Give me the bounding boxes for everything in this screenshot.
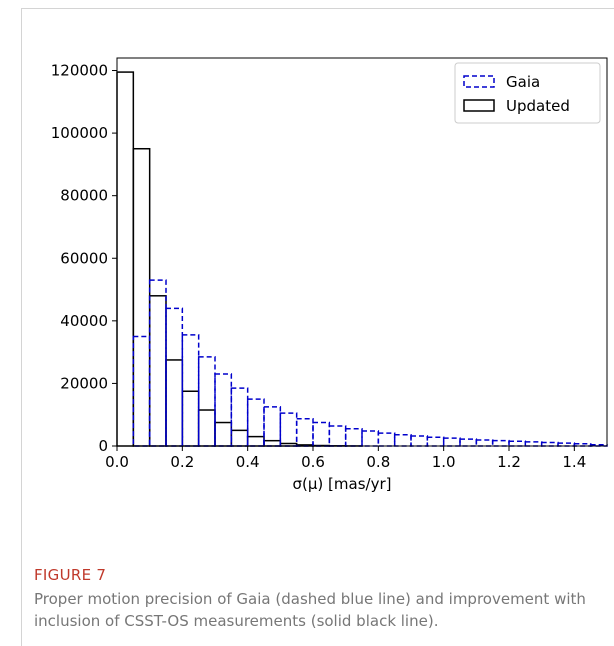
gaia-bar [475, 439, 494, 447]
gaia-bar [377, 432, 396, 447]
updated-bar [214, 421, 233, 447]
gaia-bar [524, 441, 543, 447]
updated-bar [116, 71, 135, 447]
x-tick-label: 1.0 [432, 453, 456, 471]
gaia-bar [214, 373, 233, 447]
gaia-bar [197, 356, 216, 447]
y-tick-label: 120000 [51, 62, 108, 80]
x-tick-label: 0.2 [170, 453, 194, 471]
frame-left-border [21, 8, 22, 646]
y-tick-label: 60000 [60, 249, 108, 267]
gaia-bar [132, 335, 151, 447]
x-tick-label: 1.2 [497, 453, 521, 471]
gaia-bar [148, 279, 167, 447]
histogram-chart: 0.0 0.2 0.4 0.6 0.8 1.0 1.2 1.4 0 20000 40000 60000… [51, 57, 608, 493]
y-tick-label: 0 [98, 437, 108, 455]
updated-bar [181, 390, 200, 447]
gaia-bar [410, 435, 429, 447]
gaia-bar [263, 406, 282, 447]
gaia-bar [393, 433, 412, 447]
updated-bar [148, 295, 167, 447]
gaia-bar [246, 398, 265, 447]
gaia-bar [459, 438, 478, 447]
gaia-bar [295, 418, 314, 447]
gaia-bar [361, 430, 380, 447]
gaia-bar [165, 307, 184, 447]
y-tick-label: 40000 [60, 312, 108, 330]
updated-bar [197, 409, 216, 447]
gaia-bar [491, 439, 510, 447]
gaia-bar [230, 387, 249, 447]
updated-bar [263, 439, 282, 447]
x-axis-label: σ(μ) [mas/yr] [293, 475, 392, 493]
x-tick-label: 1.4 [562, 453, 586, 471]
x-tick-label: 0.6 [301, 453, 325, 471]
x-tick-label: 0.8 [366, 453, 390, 471]
legend-updated-label: Updated [506, 97, 570, 115]
gaia-bar [328, 425, 347, 447]
y-tick-label: 80000 [60, 187, 108, 205]
gaia-bar [344, 428, 363, 447]
legend-gaia-label: Gaia [506, 73, 540, 91]
updated-bar [230, 429, 249, 447]
gaia-bar [540, 441, 559, 447]
gaia-bar [442, 437, 461, 447]
plot-frame [116, 57, 608, 447]
y-tick-label: 100000 [51, 124, 108, 142]
gaia-bar [181, 334, 200, 447]
legend-box [454, 62, 601, 124]
legend-updated-swatch [463, 99, 495, 112]
updated-bar [132, 147, 151, 447]
frame-top-border [21, 8, 614, 9]
legend-gaia-swatch [463, 75, 495, 88]
gaia-bar [279, 412, 298, 447]
figure-caption: FIGURE 7 Proper motion precision of Gaia… [34, 566, 594, 632]
figure-label: FIGURE 7 [34, 566, 107, 584]
figure-caption-text: Proper motion precision of Gaia (dashed … [34, 590, 586, 630]
gaia-bar [312, 421, 331, 447]
y-tick-label: 20000 [60, 374, 108, 392]
gaia-bar [426, 436, 445, 447]
gaia-bar [508, 440, 527, 447]
x-tick-label: 0.4 [236, 453, 260, 471]
x-tick-label: 0.0 [105, 453, 129, 471]
updated-bar [246, 435, 265, 447]
updated-bar [165, 359, 184, 447]
